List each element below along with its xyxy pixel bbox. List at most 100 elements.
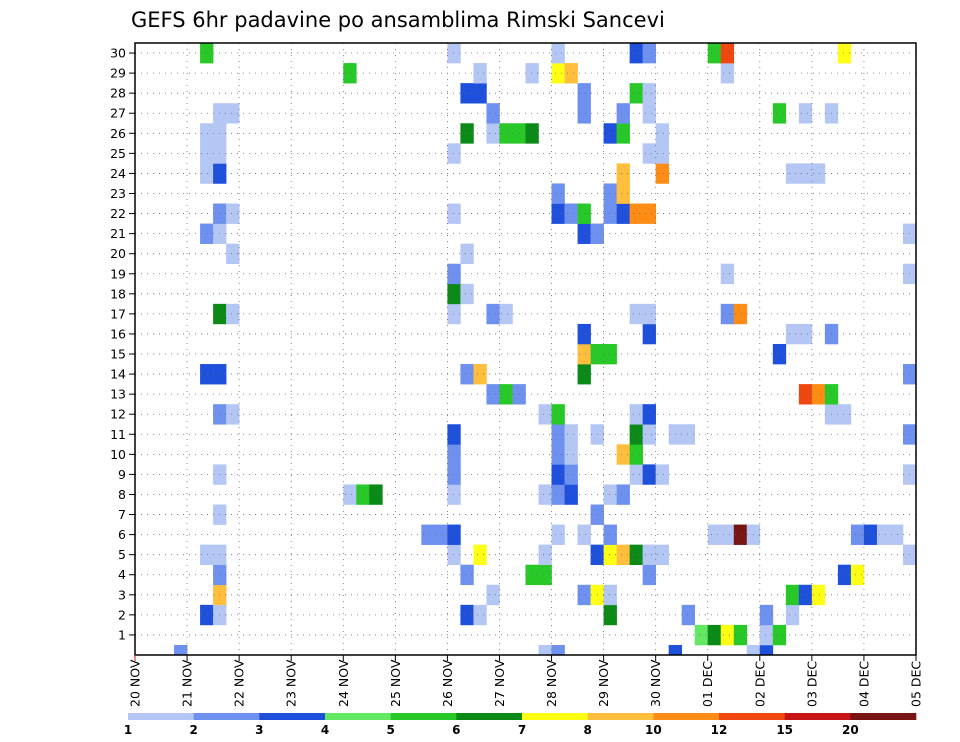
- heatmap-cell: [564, 444, 578, 465]
- heatmap-cell: [460, 243, 474, 265]
- heatmap-cell: [473, 604, 487, 626]
- heatmap-cell: [460, 283, 474, 305]
- heatmap-cell: [642, 464, 656, 485]
- y-tick-label: 13: [110, 387, 126, 402]
- legend-swatch: [259, 713, 326, 720]
- y-tick-label: 1: [118, 627, 126, 642]
- y-tick-label: 25: [110, 146, 126, 161]
- heatmap-cell: [876, 524, 891, 545]
- heatmap-cell: [798, 323, 813, 345]
- heatmap-cell: [785, 163, 800, 184]
- heatmap-cell: [655, 123, 669, 144]
- y-tick-label: 23: [110, 186, 126, 201]
- heatmap-cell: [525, 63, 539, 84]
- legend-swatch: [390, 713, 457, 720]
- x-tick-label: 27 NOV: [492, 659, 507, 707]
- heatmap-cell: [226, 203, 240, 224]
- heatmap-cell: [616, 183, 630, 204]
- heatmap-cell: [642, 43, 656, 64]
- heatmap-cell: [603, 584, 617, 606]
- heatmap-cell: [577, 323, 591, 345]
- heatmap-cell: [798, 103, 813, 124]
- heatmap-cell: [603, 183, 617, 204]
- heatmap-cell: [603, 604, 617, 626]
- heatmap-cell: [772, 624, 787, 646]
- x-tick-label: 29 NOV: [596, 659, 611, 707]
- heatmap-cell: [200, 163, 214, 184]
- legend-label: 8: [583, 723, 591, 737]
- legend-swatch: [522, 713, 588, 720]
- legend-label: 1: [124, 723, 132, 737]
- heatmap-cell: [200, 43, 214, 64]
- x-tick-label: 21 NOV: [180, 659, 195, 707]
- legend-swatch: [325, 713, 391, 720]
- heatmap-cell: [889, 524, 904, 545]
- plot-frame: [134, 42, 917, 656]
- heatmap-cell: [616, 484, 630, 505]
- heatmap-cell: [642, 323, 656, 345]
- heatmap-cell: [668, 644, 682, 656]
- heatmap-cell: [577, 103, 591, 124]
- y-tick-label: 28: [110, 86, 126, 101]
- heatmap-cell: [629, 444, 643, 465]
- heatmap-cell: [551, 43, 565, 64]
- x-tick-label: 24 NOV: [336, 659, 351, 707]
- heatmap-cell: [603, 484, 617, 505]
- heatmap-cell: [200, 223, 214, 244]
- heatmap-cell: [720, 263, 735, 285]
- heatmap-cell: [551, 63, 565, 84]
- heatmap-cell: [551, 464, 565, 485]
- heatmap-cell: [720, 43, 735, 64]
- heatmap-cell: [447, 263, 461, 285]
- x-tick-label: 26 NOV: [440, 659, 455, 707]
- heatmap-cell: [460, 564, 474, 586]
- heatmap-cell: [551, 424, 565, 445]
- x-tick-label: 25 NOV: [388, 659, 403, 707]
- heatmap-cell: [603, 544, 617, 566]
- heatmap-cell: [551, 183, 565, 204]
- heatmap-cell: [603, 524, 617, 545]
- heatmap-cell: [811, 384, 826, 405]
- heatmap-cell: [720, 303, 735, 325]
- heatmap-cell: [616, 123, 630, 144]
- heatmap-cell: [447, 484, 461, 505]
- heatmap-cell: [629, 303, 643, 325]
- heatmap-cell: [564, 464, 578, 485]
- heatmap-cell: [447, 283, 461, 305]
- y-tick-label: 7: [118, 507, 126, 522]
- heatmap-cell: [655, 544, 669, 566]
- heatmap-cell: [629, 43, 643, 64]
- heatmap-cell: [551, 444, 565, 465]
- legend-label: 15: [776, 723, 793, 737]
- heatmap-cell: [577, 584, 591, 606]
- heatmap-cell: [785, 604, 800, 626]
- heatmap-cell: [577, 364, 591, 385]
- y-tick-label: 6: [118, 527, 126, 542]
- heatmap-cell: [525, 123, 539, 144]
- heatmap-cell: [772, 343, 787, 365]
- heatmap-cell: [577, 524, 591, 545]
- heatmap-cell: [759, 644, 774, 656]
- heatmap-cell: [759, 604, 774, 626]
- y-tick-label: 5: [118, 547, 126, 562]
- legend-label: 3: [255, 723, 263, 737]
- heatmap-cell: [603, 343, 617, 365]
- legend-swatch: [128, 713, 194, 720]
- y-tick-label: 3: [118, 587, 126, 602]
- legend-swatch: [719, 713, 785, 720]
- heatmap-cell: [629, 464, 643, 485]
- heatmap-cell: [460, 83, 474, 104]
- heatmap-cell: [473, 364, 487, 385]
- heatmap-cell: [655, 163, 669, 184]
- heatmap-cell: [564, 63, 578, 84]
- y-axis: 1234567891011121314151617181920212223242…: [110, 46, 135, 642]
- heatmap-cell: [642, 143, 656, 164]
- legend-label: 7: [518, 723, 526, 737]
- y-tick-label: 19: [110, 266, 126, 281]
- heatmap-cell: [655, 464, 669, 485]
- heatmap-cell: [551, 203, 565, 224]
- legend-swatch: [193, 713, 260, 720]
- heatmap-cell: [486, 584, 500, 606]
- heatmap-cell: [486, 123, 500, 144]
- heatmap-cell: [226, 404, 240, 425]
